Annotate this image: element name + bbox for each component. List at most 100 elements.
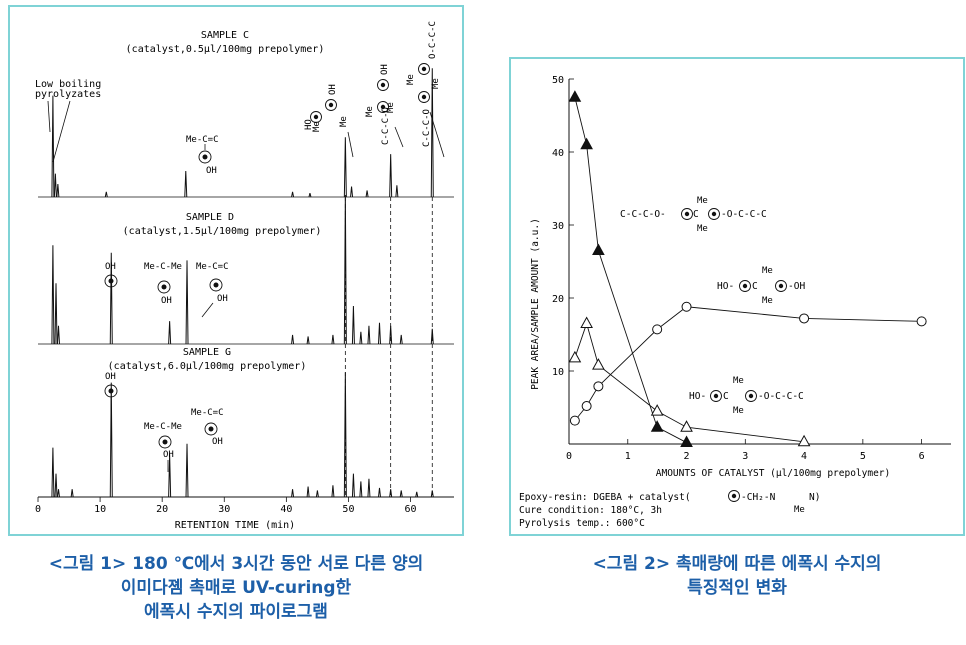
y-tick-label: 50 — [552, 75, 564, 86]
chromatogram-peak — [378, 323, 380, 344]
data-point-filled-triangle — [581, 139, 592, 149]
data-point-open-triangle — [593, 359, 604, 369]
data-point-open-triangle — [569, 352, 580, 362]
y-tick-label: 20 — [552, 294, 564, 305]
struct-text: Me-C-Me — [144, 262, 182, 272]
chromatogram-peak — [57, 326, 59, 344]
struct-text: C — [752, 281, 758, 292]
chromatogram-peak — [169, 321, 171, 344]
chromatogram-peak — [416, 492, 418, 497]
sample-d-subtitle: (catalyst,1.5μl/100mg prepolymer) — [123, 226, 322, 237]
chromatogram-peak — [344, 137, 346, 197]
chromatogram-peak — [186, 444, 188, 497]
catalyst-effect-figure-panel: 10 20 30 40 50 0 1 2 3 4 5 6 PEAK AREA/SAMPLE AMOUN… — [509, 57, 965, 536]
struct-text: -O-C-C-C — [758, 391, 804, 402]
chromatogram-peak — [332, 335, 334, 344]
low-boiling-label-line2: pyrolyzates — [35, 89, 101, 100]
bisphenol-a-glycidyl-structure: C-C-C-O Me Me OH — [365, 64, 403, 147]
x-tick-label: 20 — [156, 504, 168, 515]
chromatogram-peak — [360, 481, 362, 497]
isopropenylphenol-structure: Me-C=C OH — [191, 408, 224, 447]
chromatogram-peak — [292, 489, 294, 497]
chromatogram-peak — [360, 332, 362, 344]
data-point-open-triangle — [652, 405, 663, 415]
sample-c-title: SAMPLE C — [201, 30, 249, 41]
diglycidyl-ether-structure: O-C-C-C Me Me C-C-C-O — [406, 21, 444, 157]
data-point-open-circle — [653, 325, 662, 334]
bisphenol-a-monoglycidyl-structure: HO- C Me Me -O-C-C-C — [689, 376, 804, 416]
struct-text: OH — [217, 294, 228, 304]
struct-text: Me — [431, 78, 441, 89]
struct-text: HO- — [689, 391, 706, 402]
data-point-open-triangle — [681, 421, 692, 431]
struct-text: OH — [328, 84, 338, 95]
struct-text: Me — [697, 196, 708, 206]
chromatogram-peak — [368, 326, 370, 344]
catalyst-formula: -CH₂-N — [741, 492, 776, 503]
chromatogram-peak — [396, 185, 398, 197]
struct-text: OH — [206, 166, 217, 176]
struct-text: Me — [762, 296, 773, 306]
catalyst-ring-icon — [732, 494, 736, 498]
x-tick-label: 30 — [218, 504, 230, 515]
pyrogram-chart: 0 10 20 30 40 50 60 SAMPLE C (catalyst,0.5μl/1… — [10, 7, 462, 534]
chromatogram-peak — [307, 336, 309, 344]
chromatogram-peak — [105, 192, 107, 197]
struct-text: -O-C-C-C — [721, 209, 767, 220]
struct-text: Me — [733, 376, 744, 386]
sample-d-title: SAMPLE D — [186, 212, 234, 223]
low-boiling-pointer — [53, 101, 70, 162]
struct-text: Me-C=C — [191, 408, 224, 418]
chromatogram-peak — [52, 96, 54, 197]
data-point-filled-triangle — [681, 437, 692, 447]
chromatogram-peak — [186, 260, 188, 344]
chromatogram-peak — [400, 335, 402, 344]
chromatogram-peak — [57, 184, 59, 197]
struct-text: HO- — [717, 281, 734, 292]
chromatogram-peak — [368, 479, 370, 497]
chromatogram-peak — [54, 174, 56, 197]
caption-line: <그림 1> 180 ℃에서 3시간 동안 서로 다른 양의 — [8, 552, 464, 576]
x-axis-label: AMOUNTS OF CATALYST (μl/100mg prepolymer… — [656, 468, 891, 479]
struct-text: Me — [339, 116, 349, 127]
chromatogram-peak — [390, 489, 392, 497]
struct-text: OH — [161, 296, 172, 306]
struct-text: Me — [733, 406, 744, 416]
struct-text: OH — [105, 262, 116, 272]
data-point-filled-triangle — [569, 91, 580, 101]
y-tick-label: 10 — [552, 367, 564, 378]
x-tick-label: 2 — [684, 451, 690, 462]
chromatogram-peak — [316, 491, 318, 498]
chromatogram-peak — [400, 491, 402, 498]
bisphenol-a-structure: HO- C Me Me -OH — [717, 266, 805, 306]
chromatogram-peak — [292, 192, 294, 197]
data-point-open-triangle — [799, 436, 810, 446]
sample-g-subtitle: (catalyst,6.0μl/100mg prepolymer) — [108, 361, 307, 372]
x-tick-label: 60 — [405, 504, 417, 515]
x-tick-label: 6 — [919, 451, 925, 462]
caption-line: 이미다졤 촉매로 UV-curing한 — [8, 576, 464, 600]
isopropylphenol-structure: Me-C-Me OH — [144, 262, 182, 306]
struct-text: C-C-C-O- — [620, 209, 666, 220]
chromatogram-peak — [309, 193, 311, 197]
catalyst-methyl: Me — [794, 505, 805, 515]
data-point-open-circle — [570, 416, 579, 425]
isopropenylphenol-structure: Me-C=C OH — [186, 135, 219, 176]
struct-text: Me — [406, 74, 416, 85]
struct-text: Me-C=C — [196, 262, 229, 272]
figure1-caption: <그림 1> 180 ℃에서 3시간 동안 서로 다른 양의 이미다졤 촉매로 … — [8, 552, 464, 624]
chromatogram-peak — [366, 191, 368, 198]
chromatogram-peak — [390, 326, 392, 344]
chromatogram-peak — [71, 489, 73, 497]
chromatogram-peak — [52, 245, 54, 344]
struct-text: Me-C-Me — [144, 422, 182, 432]
struct-text: Me — [365, 106, 375, 117]
y-axis-label: PEAK AREA/SAMPLE AMOUNT (a.u.) — [530, 218, 541, 390]
pyrolysis-temperature: Pyrolysis temp.: 600°C — [519, 518, 645, 529]
struct-text: O-C-C-C — [428, 21, 438, 59]
x-tick-label: 4 — [801, 451, 807, 462]
caption-line: <그림 2> 촉매량에 따른 에폭시 수지의 — [509, 552, 965, 576]
phenol-structure: OH — [105, 372, 117, 412]
chromatogram-peak — [292, 335, 294, 344]
chromatogram-peak — [307, 487, 309, 497]
